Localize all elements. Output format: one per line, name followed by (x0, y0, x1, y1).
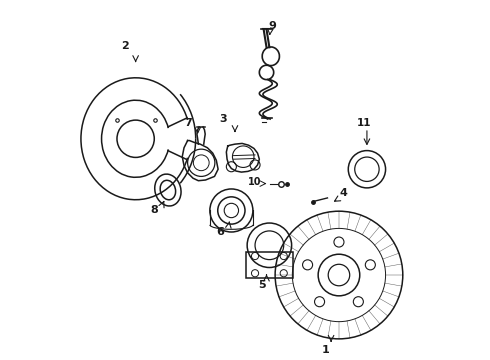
Text: 10: 10 (247, 177, 261, 187)
Text: 3: 3 (220, 114, 227, 124)
Text: 6: 6 (216, 227, 224, 237)
Text: 4: 4 (340, 188, 347, 198)
Text: 11: 11 (357, 118, 371, 128)
Text: 8: 8 (151, 206, 158, 216)
Text: 2: 2 (121, 41, 129, 50)
Text: 7: 7 (184, 118, 192, 128)
Text: 5: 5 (258, 280, 266, 290)
Text: 9: 9 (268, 21, 276, 31)
Text: 1: 1 (322, 345, 330, 355)
